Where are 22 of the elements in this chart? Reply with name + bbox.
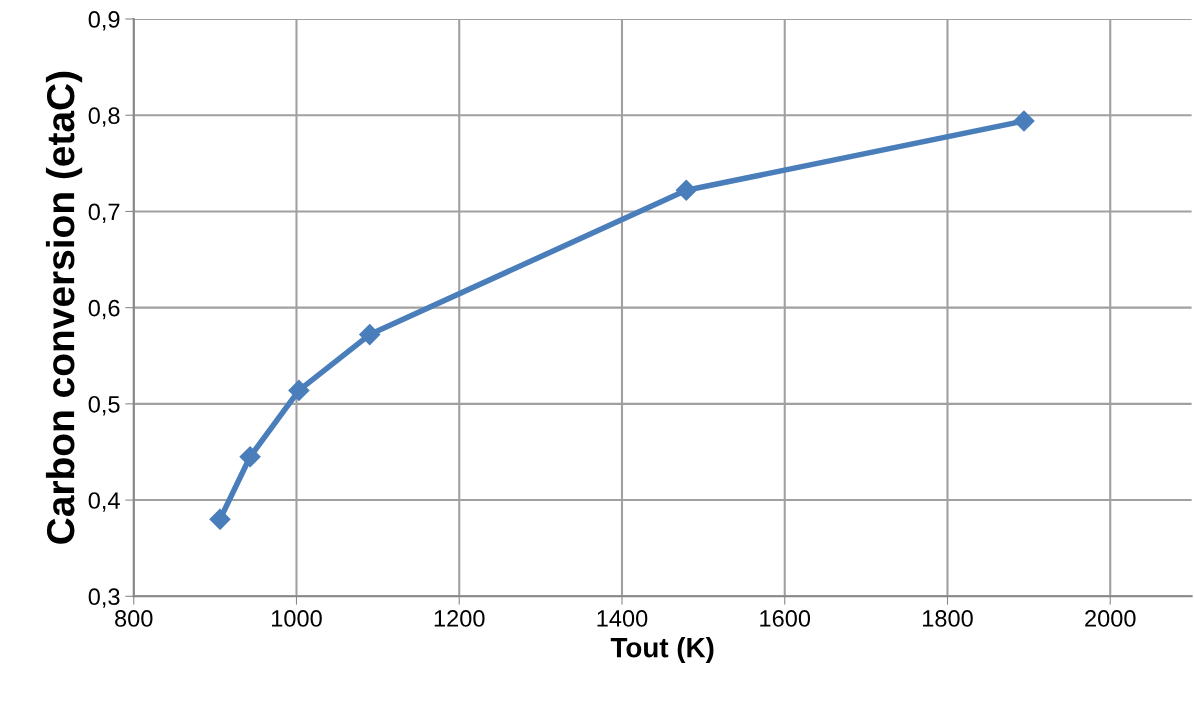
point [239,446,261,468]
y-tick-label: 0,3 [88,588,120,608]
x-tick-label: 800 [115,610,153,627]
point [209,508,231,530]
x-tick-label: 2000 [1085,610,1136,627]
point [1013,110,1035,132]
x-tick-label: 1800 [923,610,973,627]
y-tick-label: 0,8 [88,107,120,127]
y-axis-title: Carbon conversion (etaC) [45,71,83,544]
x-tick-label: 1000 [272,610,322,627]
point [359,324,381,346]
x-tick-label: 1600 [760,610,811,627]
y-tick-label: 0,9 [88,11,120,31]
point [675,179,697,201]
y-tick-label: 0,5 [88,395,120,416]
x-tick-label: 1400 [597,610,648,627]
y-tick-label: 0,6 [88,299,120,320]
point [288,379,310,401]
y-tick-label: 0,4 [88,492,120,512]
x-axis-title: Tout (K) [610,637,714,663]
x-tick-label: 1200 [434,610,485,627]
y-tick-label: 0,7 [88,203,120,224]
